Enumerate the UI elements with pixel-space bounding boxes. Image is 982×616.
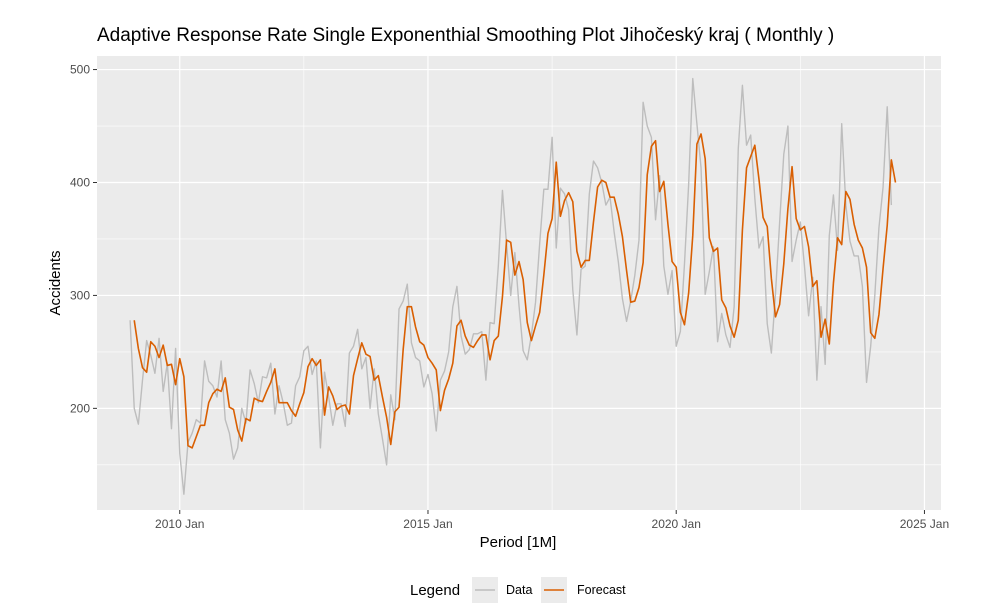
x-tick-label: 2010 Jan bbox=[155, 517, 204, 531]
y-tick-label: 400 bbox=[70, 175, 90, 189]
legend-title: Legend bbox=[410, 582, 460, 599]
x-tick-label: 2020 Jan bbox=[652, 517, 701, 531]
chart-title: Adaptive Response Rate Single Exponenthi… bbox=[97, 25, 834, 46]
y-tick-label: 500 bbox=[70, 63, 90, 77]
y-tick-label: 200 bbox=[70, 401, 90, 415]
legend: Legend Data Forecast bbox=[410, 577, 626, 603]
series-line-forecast bbox=[133, 133, 897, 449]
x-axis-title: Period [1M] bbox=[480, 534, 557, 551]
series-layer bbox=[129, 77, 897, 495]
x-tick-label: 2015 Jan bbox=[403, 517, 452, 531]
grid-lines bbox=[97, 56, 941, 510]
legend-label-data: Data bbox=[506, 583, 532, 597]
series-line-data bbox=[129, 77, 893, 495]
legend-label-forecast: Forecast bbox=[577, 583, 626, 597]
y-axis: 200 300 400 500 bbox=[70, 63, 97, 415]
x-tick-label: 2025 Jan bbox=[900, 517, 949, 531]
y-axis-title: Accidents bbox=[47, 250, 64, 315]
y-tick-label: 300 bbox=[70, 288, 90, 302]
x-axis: 2010 Jan 2015 Jan 2020 Jan 2025 Jan bbox=[155, 510, 949, 531]
